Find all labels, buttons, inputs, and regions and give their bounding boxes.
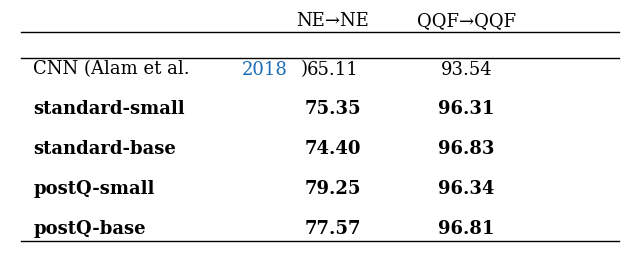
Text: standard-base: standard-base — [33, 140, 176, 158]
Text: standard-small: standard-small — [33, 100, 185, 118]
Text: 77.57: 77.57 — [305, 220, 361, 238]
Text: 79.25: 79.25 — [305, 180, 361, 198]
Text: 75.35: 75.35 — [305, 100, 361, 118]
Text: 2018: 2018 — [242, 61, 288, 79]
Text: 96.34: 96.34 — [438, 180, 495, 198]
Text: postQ-small: postQ-small — [33, 180, 155, 198]
Text: 93.54: 93.54 — [441, 61, 492, 79]
Text: 74.40: 74.40 — [305, 140, 361, 158]
Text: QQF→QQF: QQF→QQF — [417, 12, 516, 30]
Text: 96.83: 96.83 — [438, 140, 495, 158]
Text: NE→NE: NE→NE — [296, 12, 369, 30]
Text: ): ) — [301, 61, 308, 79]
Text: 65.11: 65.11 — [307, 61, 358, 79]
Text: 96.31: 96.31 — [438, 100, 495, 118]
Text: CNN (Alam et al.: CNN (Alam et al. — [33, 61, 196, 79]
Text: postQ-base: postQ-base — [33, 220, 146, 238]
Text: 96.81: 96.81 — [438, 220, 495, 238]
